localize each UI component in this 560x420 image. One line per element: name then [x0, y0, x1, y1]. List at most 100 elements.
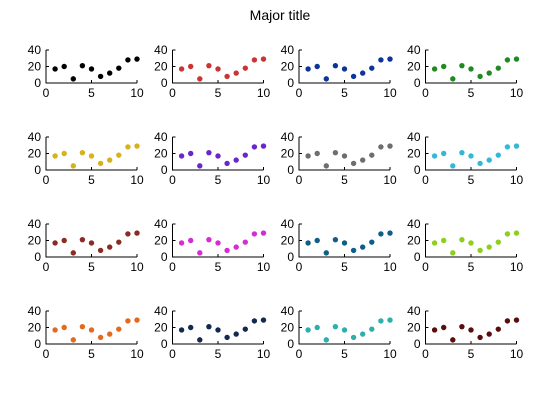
- x-tick-label: 5: [341, 260, 348, 274]
- data-point: [125, 57, 131, 63]
- data-point: [206, 323, 212, 330]
- x-tick-label: 5: [215, 173, 222, 187]
- data-point: [513, 317, 520, 323]
- data-point: [107, 331, 113, 337]
- data-point: [206, 62, 212, 69]
- data-point: [332, 62, 339, 69]
- y-tick-label: 40: [28, 43, 42, 57]
- data-point: [468, 66, 474, 72]
- y-tick-label: 40: [154, 304, 168, 318]
- data-point: [188, 150, 194, 157]
- data-point: [450, 163, 456, 169]
- data-point: [61, 63, 67, 70]
- x-tick-label: 10: [257, 173, 271, 187]
- y-tick-label: 0: [34, 250, 41, 264]
- x-tick-label: 0: [43, 173, 50, 187]
- data-point: [441, 63, 447, 70]
- data-point: [504, 318, 511, 324]
- data-point: [495, 65, 501, 71]
- data-point: [387, 230, 393, 236]
- data-point: [378, 231, 384, 237]
- data-point: [450, 76, 456, 82]
- y-tick-label: 40: [281, 217, 295, 231]
- x-tick-label: 10: [510, 260, 524, 274]
- data-point: [495, 239, 501, 245]
- x-tick-label: 5: [88, 347, 95, 361]
- y-tick-label: 40: [407, 304, 421, 318]
- y-tick-label: 40: [407, 43, 421, 57]
- x-tick-label: 0: [169, 260, 176, 274]
- data-point: [52, 153, 58, 159]
- data-point: [70, 76, 77, 82]
- data-point: [206, 149, 212, 156]
- data-point: [387, 317, 393, 323]
- data-point: [468, 153, 474, 159]
- y-tick-label: 0: [161, 76, 168, 90]
- data-point: [495, 152, 501, 158]
- x-tick-label: 5: [468, 173, 475, 187]
- data-point: [260, 56, 267, 62]
- x-tick-label: 0: [296, 86, 303, 100]
- data-point: [79, 62, 86, 69]
- data-point: [178, 240, 185, 246]
- y-tick-label: 40: [28, 130, 42, 144]
- data-point: [215, 240, 221, 246]
- data-point: [332, 149, 339, 156]
- x-tick-label: 10: [510, 173, 524, 187]
- data-point: [116, 326, 122, 332]
- y-tick-label: 40: [28, 217, 42, 231]
- data-point: [477, 334, 483, 341]
- data-point: [477, 247, 483, 254]
- data-point: [116, 239, 122, 245]
- x-tick-label: 10: [130, 347, 144, 361]
- x-tick-label: 5: [215, 260, 222, 274]
- data-point: [251, 318, 258, 324]
- data-point: [206, 236, 212, 243]
- data-point: [314, 150, 320, 157]
- y-tick-label: 40: [281, 43, 295, 57]
- y-tick-label: 20: [407, 321, 421, 335]
- data-point: [260, 317, 267, 323]
- x-tick-label: 5: [88, 260, 95, 274]
- data-point: [197, 337, 203, 343]
- data-point: [260, 143, 267, 149]
- y-tick-label: 0: [287, 163, 294, 177]
- y-tick-label: 20: [28, 234, 42, 248]
- y-tick-label: 40: [154, 217, 168, 231]
- data-point: [215, 327, 221, 333]
- y-tick-label: 0: [414, 250, 421, 264]
- y-tick-label: 20: [154, 321, 168, 335]
- x-tick-label: 0: [422, 86, 429, 100]
- data-point: [251, 231, 258, 237]
- data-point: [242, 239, 248, 245]
- x-tick-label: 0: [43, 347, 50, 361]
- data-point: [450, 250, 456, 256]
- y-tick-label: 40: [281, 304, 295, 318]
- data-point: [468, 240, 474, 246]
- data-point: [233, 70, 239, 76]
- data-point: [242, 152, 248, 158]
- x-tick-label: 5: [88, 173, 95, 187]
- y-tick-label: 0: [34, 163, 41, 177]
- data-point: [134, 317, 140, 323]
- data-point: [188, 237, 194, 244]
- x-tick-label: 0: [422, 260, 429, 274]
- x-tick-label: 10: [383, 173, 397, 187]
- data-point: [323, 337, 329, 343]
- data-point: [513, 143, 520, 149]
- data-point: [378, 318, 384, 324]
- data-point: [459, 62, 465, 69]
- data-point: [441, 324, 447, 331]
- data-point: [224, 334, 230, 341]
- data-point: [125, 318, 131, 324]
- data-point: [242, 326, 248, 332]
- y-tick-label: 0: [161, 250, 168, 264]
